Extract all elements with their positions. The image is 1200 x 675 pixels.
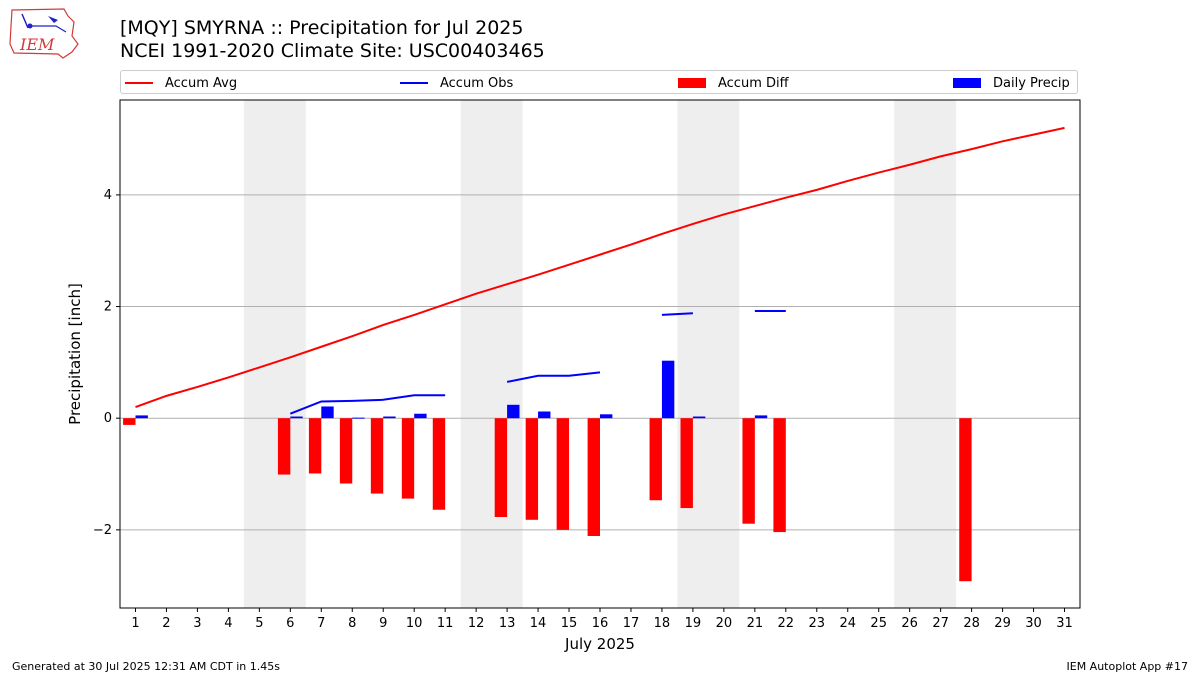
x-tick-label: 29 [994,616,1011,631]
daily-precip-bar [290,416,303,419]
legend-label: Accum Diff [718,75,789,91]
x-tick-label: 27 [932,616,949,631]
weekend-band [243,100,306,608]
y-tick-label: 0 [104,411,112,426]
x-tick-label: 5 [255,616,263,631]
accum-diff-bar [680,418,693,509]
x-tick-label: 24 [839,616,856,631]
daily-precip-bar [135,415,148,419]
legend-swatch [125,82,153,84]
accum-diff-bar [742,418,755,524]
x-tick-label: 7 [317,616,325,631]
plot-frame [119,99,1081,609]
x-tick-label: 18 [654,616,671,631]
y-axis-label: Precipitation [inch] [66,283,84,425]
legend-label: Accum Obs [440,75,514,91]
x-tick-label: 8 [348,616,356,631]
x-tick-label: 31 [1056,616,1073,631]
legend-swatch [400,82,428,84]
daily-precip-bar [321,406,334,419]
accum-diff-bar [370,418,384,494]
accum-obs-line [506,371,601,383]
daily-precip-bar [352,417,365,419]
legend-item-accum-obs: Accum Obs [400,73,513,93]
chart-subtitle: NCEI 1991-2020 Climate Site: USC00403465 [120,40,545,62]
x-tick-label: 22 [778,616,795,631]
x-tick-label: 15 [561,616,578,631]
legend-item-daily-precip: Daily Precip [953,73,1070,93]
x-tick-label: 23 [809,616,826,631]
daily-precip-bar [754,415,768,419]
x-tick-label: 10 [406,616,423,631]
x-tick-label: 4 [224,616,232,631]
chart-legend: Accum Avg Accum Obs Accum Diff Daily Pre… [120,70,1078,94]
legend-swatch [953,78,981,88]
weekend-band [894,100,957,608]
legend-label: Accum Avg [165,75,238,91]
x-tick-label: 26 [901,616,918,631]
accum-diff-bar [525,418,539,520]
x-tick-label: 14 [530,616,547,631]
daily-precip-bar [507,404,520,419]
y-tick-label: 4 [104,188,112,203]
accum-avg-line [135,126,1065,408]
x-tick-label: 2 [162,616,170,631]
accum-obs-line [289,394,446,415]
accum-obs-line [661,312,693,316]
x-tick-label: 1 [131,616,139,631]
daily-precip-bar [383,416,396,419]
legend-label: Daily Precip [993,75,1070,91]
accum-diff-bar [587,418,600,536]
daily-precip-bar [538,411,551,419]
x-tick-label: 25 [870,616,887,631]
daily-precip-bar [692,416,706,419]
accum-diff-bar [494,418,508,518]
y-tick-label: −2 [93,523,112,538]
x-tick-label: 17 [623,616,640,631]
x-tick-label: 6 [286,616,294,631]
accum-diff-bar [308,418,322,474]
legend-item-accum-avg: Accum Avg [125,73,237,93]
accum-diff-bar [277,418,291,475]
accum-diff-bar [339,418,353,484]
x-tick-label: 11 [437,616,454,631]
daily-precip-bar [600,414,613,419]
iem-logo: IEM [9,8,79,59]
x-tick-label: 28 [963,616,980,631]
x-tick-label: 13 [499,616,516,631]
accum-diff-bar [123,418,136,425]
daily-precip-bar [414,413,427,419]
legend-swatch [678,78,706,88]
x-tick-label: 19 [685,616,702,631]
logo-text: IEM [19,35,55,54]
daily-precip-bar [661,360,675,419]
y-tick-label: 2 [104,300,112,315]
x-tick-label: 9 [379,616,387,631]
x-axis-label: July 2025 [564,635,635,653]
chart-title: [MQY] SMYRNA :: Precipitation for Jul 20… [120,17,524,39]
accum-diff-bar [432,418,446,510]
x-tick-label: 3 [193,616,201,631]
legend-item-accum-diff: Accum Diff [678,73,789,93]
accum-diff-bar [556,418,570,530]
accum-diff-bar [773,418,786,533]
app-credit: IEM Autoplot App #17 [1066,660,1189,673]
accum-diff-bar [401,418,415,499]
accum-diff-bar [649,418,662,501]
weekend-band [460,100,523,608]
x-tick-label: 21 [747,616,764,631]
x-tick-label: 30 [1025,616,1042,631]
generated-timestamp: Generated at 30 Jul 2025 12:31 AM CDT in… [12,660,280,673]
weekend-band [677,100,740,608]
accum-diff-bar [959,418,972,582]
x-tick-label: 16 [592,616,609,631]
x-tick-label: 12 [468,616,485,631]
x-tick-label: 20 [716,616,733,631]
